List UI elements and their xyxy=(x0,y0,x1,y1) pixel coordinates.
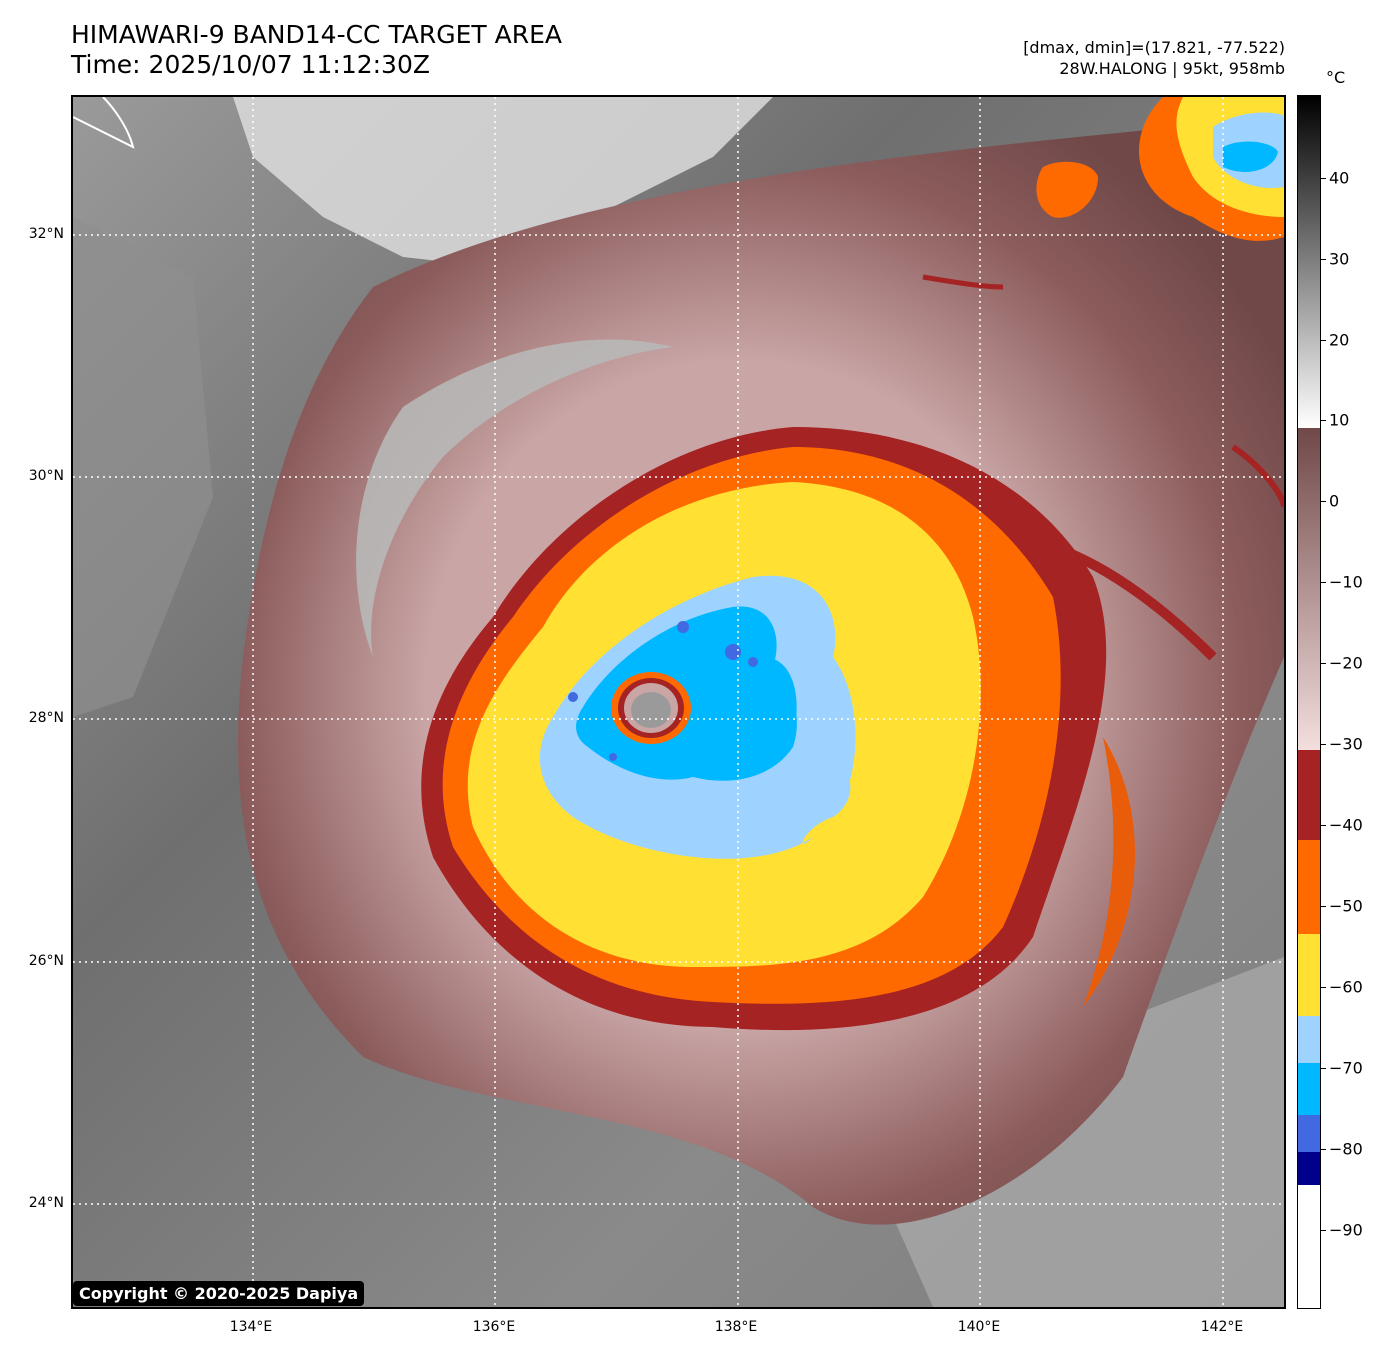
lon-label-136e: 136°E xyxy=(472,1319,516,1335)
colorbar-tickmark xyxy=(1321,501,1326,502)
colorbar-unit: °C xyxy=(1326,68,1346,87)
lat-label-26n: 26°N xyxy=(28,953,64,969)
colorbar-tick-label: −70 xyxy=(1329,1058,1363,1078)
lon-label-140e: 140°E xyxy=(957,1319,1001,1335)
lon-label-134e: 134°E xyxy=(229,1319,273,1335)
colorbar-tickmark xyxy=(1321,906,1326,907)
graticule xyxy=(73,97,1284,1307)
colorbar-tickmark xyxy=(1321,340,1326,341)
lon-label-138e: 138°E xyxy=(714,1319,758,1335)
colorbar-tick-label: 30 xyxy=(1329,249,1350,269)
colorbar-tick-label: −10 xyxy=(1329,572,1363,592)
colorbar-tick-label: −60 xyxy=(1329,977,1363,997)
colorbar-tickmark xyxy=(1321,259,1326,260)
lat-label-30n: 30°N xyxy=(28,468,64,484)
colorbar-tick-label: 10 xyxy=(1329,410,1350,430)
colorbar-tick-label: −40 xyxy=(1329,815,1363,835)
lat-label-28n: 28°N xyxy=(28,710,64,726)
colorbar xyxy=(1297,95,1321,1309)
lat-label-32n: 32°N xyxy=(28,226,64,242)
lat-label-24n: 24°N xyxy=(28,1195,64,1211)
colorbar-tickmark xyxy=(1321,1230,1326,1231)
colorbar-tick-label: −50 xyxy=(1329,896,1363,916)
colorbar-tickmark xyxy=(1321,420,1326,421)
colorbar-tick-label: −30 xyxy=(1329,734,1363,754)
colorbar-tickmark xyxy=(1321,744,1326,745)
colorbar-tickmark xyxy=(1321,1149,1326,1150)
colorbar-tick-label: −90 xyxy=(1329,1220,1363,1240)
colorbar-tickmark xyxy=(1321,582,1326,583)
colorbar-tickmark xyxy=(1321,825,1326,826)
colorbar-tick-label: 20 xyxy=(1329,330,1350,350)
colorbar-tickmark xyxy=(1321,178,1326,179)
colorbar-tick-label: −20 xyxy=(1329,653,1363,673)
satellite-map xyxy=(71,95,1286,1309)
title-line-1: HIMAWARI-9 BAND14-CC TARGET AREA xyxy=(71,20,563,49)
lon-label-142e: 142°E xyxy=(1200,1319,1244,1335)
colorbar-tickmark xyxy=(1321,663,1326,664)
colorbar-tick-label: 40 xyxy=(1329,168,1350,188)
colorbar-tickmark xyxy=(1321,987,1326,988)
chart-title: HIMAWARI-9 BAND14-CC TARGET AREA Time: 2… xyxy=(71,20,562,80)
title-time: Time: 2025/10/07 11:12:30Z xyxy=(71,50,430,79)
storm-info: [dmax, dmin]=(17.821, -77.522) 28W.HALON… xyxy=(1023,37,1285,79)
colorbar-scale xyxy=(1298,96,1320,1308)
satellite-image xyxy=(73,97,1284,1307)
colorbar-tickmark xyxy=(1321,1068,1326,1069)
copyright-badge: Copyright © 2020-2025 Dapiya xyxy=(73,1281,365,1306)
storm-name-intensity: 28W.HALONG | 95kt, 958mb xyxy=(1059,59,1285,78)
colorbar-tick-label: 0 xyxy=(1329,491,1340,511)
colorbar-tick-label: −80 xyxy=(1329,1139,1363,1159)
dmax-dmin-readout: [dmax, dmin]=(17.821, -77.522) xyxy=(1023,38,1285,57)
